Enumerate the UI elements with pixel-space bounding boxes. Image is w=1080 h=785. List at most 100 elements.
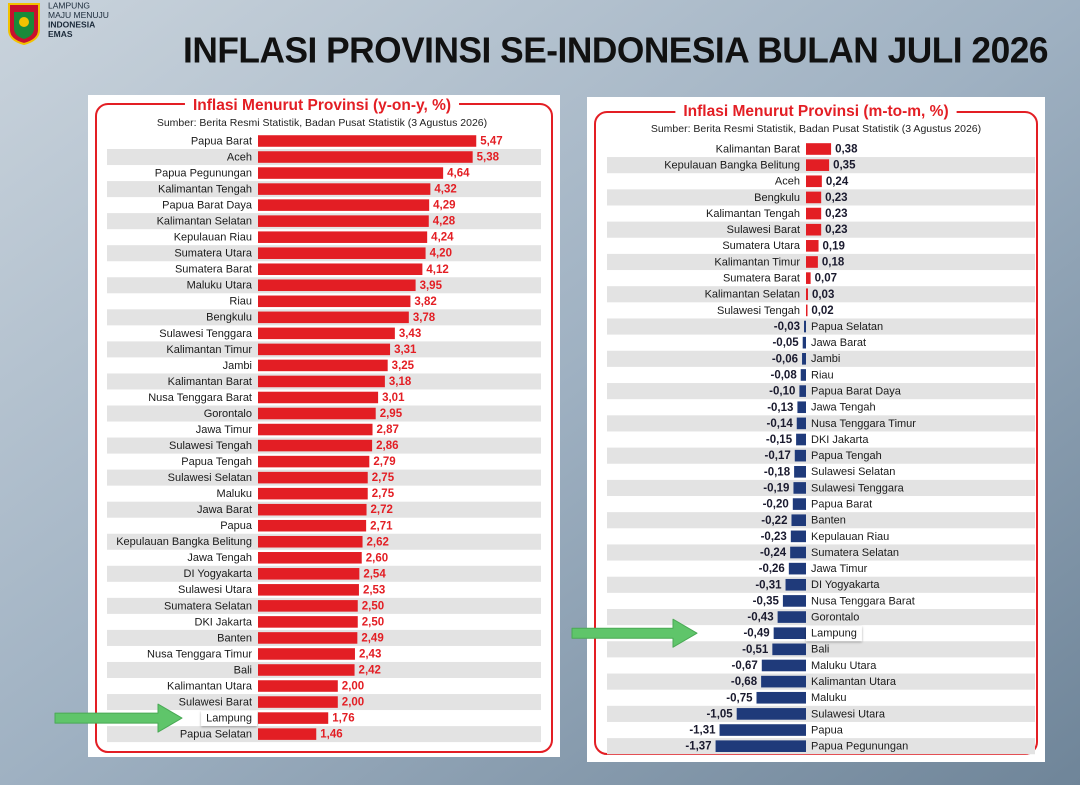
- category-label: Riau: [229, 296, 252, 308]
- category-label: DI Yogyakarta: [811, 579, 880, 591]
- category-label: Sulawesi Barat: [179, 696, 252, 708]
- category-label: Kalimantan Barat: [168, 376, 252, 388]
- row-stripe: [607, 447, 1035, 464]
- value-label: 2,00: [342, 681, 364, 693]
- value-label: -0,51: [742, 644, 769, 656]
- category-label: Lampung: [811, 628, 857, 640]
- category-label: Papua Barat Daya: [162, 200, 253, 212]
- category-label: Jawa Tengah: [187, 552, 252, 564]
- category-label: Aceh: [775, 176, 800, 188]
- category-label: Papua Barat Daya: [811, 386, 902, 398]
- value-label: 2,50: [362, 600, 384, 612]
- value-label: 3,43: [399, 328, 421, 340]
- bar: [258, 696, 338, 708]
- value-label: -0,35: [753, 595, 780, 607]
- highlight-arrow: [571, 618, 698, 648]
- category-label: Nusa Tenggara Timur: [147, 648, 252, 660]
- category-label: Papua Pegunungan: [155, 167, 252, 179]
- row-stripe: [607, 512, 1035, 529]
- category-label: Bali: [234, 664, 252, 676]
- value-label: 3,01: [382, 392, 405, 404]
- category-label: Maluku Utara: [811, 660, 877, 672]
- bar: [792, 498, 806, 510]
- value-label: 2,54: [363, 568, 386, 580]
- bar: [736, 708, 806, 720]
- category-label: Jambi: [223, 360, 252, 372]
- bar: [258, 167, 444, 179]
- bar: [258, 215, 429, 227]
- value-label: 0,18: [822, 257, 845, 269]
- chart-panel: Inflasi Menurut Provinsi (y-on-y, %) Sumb…: [54, 95, 560, 757]
- value-label: -0,67: [732, 660, 758, 672]
- logo: [8, 3, 40, 46]
- value-label: 1,46: [320, 729, 342, 741]
- row-stripe: [607, 738, 1035, 755]
- value-label: -0,06: [772, 353, 798, 365]
- bar: [785, 578, 806, 591]
- category-label: Sumatera Selatan: [811, 547, 899, 559]
- bar: [258, 487, 368, 500]
- row-stripe: [607, 415, 1035, 432]
- value-label: 4,29: [433, 200, 455, 212]
- bar: [800, 369, 806, 381]
- row-stripe: [607, 286, 1035, 303]
- category-label: Aceh: [227, 151, 252, 163]
- category-label: Sumatera Utara: [174, 248, 253, 260]
- bar: [258, 327, 395, 340]
- category-label: Gorontalo: [204, 408, 252, 420]
- bar: [258, 263, 423, 276]
- row-stripe: [607, 479, 1035, 497]
- main-title: INFLASI PROVINSI SE-INDONESIA BULAN JULI…: [183, 30, 1048, 71]
- value-label: -0,08: [771, 369, 798, 381]
- bar: [258, 199, 430, 211]
- bar: [258, 535, 363, 548]
- value-label: 4,20: [430, 248, 452, 260]
- category-label: Papua Barat: [191, 135, 252, 147]
- value-label: 0,24: [826, 176, 849, 188]
- bar: [788, 562, 806, 575]
- value-label: 2,95: [380, 408, 403, 420]
- category-label: Kalimantan Selatan: [705, 289, 800, 301]
- value-label: 0,03: [812, 289, 834, 301]
- row-stripe: [107, 726, 541, 743]
- bar: [258, 728, 317, 740]
- row-stripe: [607, 673, 1035, 690]
- category-label: Kalimantan Timur: [166, 344, 252, 356]
- value-label: 2,49: [361, 632, 383, 644]
- bar: [258, 343, 391, 356]
- value-label: -0,26: [759, 563, 785, 575]
- bar: [258, 568, 360, 580]
- value-label: -0,18: [764, 466, 791, 478]
- value-label: 4,12: [426, 264, 448, 276]
- bar: [719, 724, 806, 736]
- value-label: -0,31: [755, 579, 782, 591]
- category-label: Sulawesi Tenggara: [159, 328, 253, 340]
- value-label: 0,02: [811, 305, 833, 317]
- bar: [806, 256, 818, 268]
- value-label: -0,13: [767, 402, 793, 414]
- bar: [258, 584, 359, 596]
- bar: [258, 648, 355, 660]
- row-stripe: [607, 576, 1035, 593]
- bar: [806, 304, 808, 317]
- value-label: 5,38: [477, 152, 500, 164]
- value-label: -0,05: [772, 337, 799, 349]
- category-label: Banten: [217, 632, 252, 644]
- value-label: -0,75: [726, 692, 753, 704]
- row-stripe: [607, 544, 1035, 561]
- category-label: Kalimantan Utara: [811, 676, 897, 688]
- category-label: Papua Tengah: [181, 456, 252, 468]
- value-label: -1,31: [689, 725, 716, 737]
- category-label: Papua Pegunungan: [811, 741, 908, 753]
- category-label: Lampung: [206, 712, 252, 724]
- bar: [258, 391, 379, 404]
- category-label: Jawa Barat: [197, 504, 252, 516]
- value-label: 3,95: [420, 280, 443, 292]
- category-label: Papua Selatan: [180, 729, 252, 741]
- value-label: -0,19: [763, 482, 789, 494]
- category-label: Nusa Tenggara Barat: [811, 595, 915, 607]
- value-label: 0,23: [825, 208, 847, 220]
- value-label: -0,43: [747, 612, 773, 624]
- value-label: 4,32: [434, 184, 456, 196]
